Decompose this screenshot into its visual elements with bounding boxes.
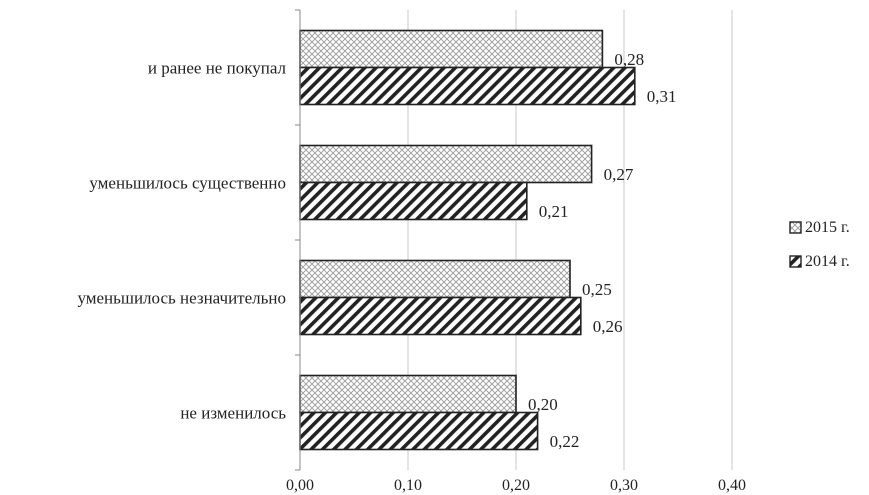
bar-2014	[299, 181, 528, 221]
bar-2015	[299, 29, 604, 69]
bar-2015	[299, 144, 593, 184]
axes: 0,00 0,10 0,20 0,30 0,40 и ранее не покупал ум…	[77, 9, 746, 494]
data-label: 0,26	[593, 317, 623, 336]
legend-swatch-2015	[789, 221, 802, 234]
category-label: уменьшилось незначительно	[77, 289, 286, 308]
bar-2014	[299, 66, 636, 106]
x-tick-label: 0,30	[610, 477, 638, 494]
category-label: и ранее не покупал	[148, 59, 287, 78]
legend-swatch-2014	[789, 255, 802, 268]
x-tick-label: 0,00	[286, 477, 314, 494]
x-tick-label: 0,40	[718, 477, 746, 494]
bar-2015	[299, 374, 517, 414]
data-labels: 0,280,31 0,27 0,21 0,25 0,26 0,20 0,22	[528, 50, 677, 451]
category-label: уменьшилось существенно	[89, 174, 286, 193]
x-tick-label: 0,20	[502, 477, 530, 494]
bar-2014	[299, 296, 582, 336]
data-label: 0,22	[550, 432, 580, 451]
category-label: не изменилось	[180, 404, 286, 423]
data-label: 0,25	[582, 280, 612, 299]
bar-2015	[299, 259, 571, 299]
legend-label: 2014 г.	[805, 253, 850, 270]
data-label: 0,28	[614, 50, 644, 69]
legend-label: 2015 г.	[805, 219, 850, 236]
data-label: 0,20	[528, 395, 558, 414]
data-label: 0,27	[604, 165, 634, 184]
bars	[299, 29, 636, 451]
bar-2014	[299, 411, 539, 451]
legend: 2015 г. 2014 г.	[789, 219, 850, 270]
data-label: 0,31	[647, 87, 677, 106]
x-tick-label: 0,10	[394, 477, 422, 494]
data-label: 0,21	[539, 202, 569, 221]
